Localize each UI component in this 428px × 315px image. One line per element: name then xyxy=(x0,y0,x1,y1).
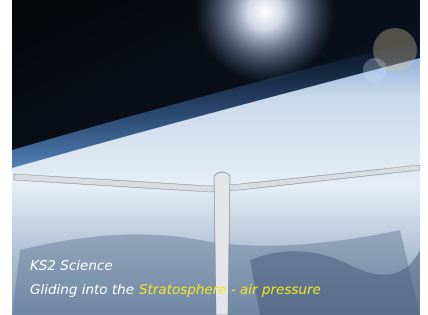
caption-line1: KS2 Science xyxy=(30,258,113,274)
lens-flare xyxy=(363,58,387,82)
photo: KS2 Science Gliding into the Stratosphere… xyxy=(0,0,428,315)
caption-line2: Gliding into the Stratosphere - air press… xyxy=(30,282,321,298)
caption-prefix: Gliding into the xyxy=(30,282,134,298)
caption-highlight: Stratosphere - air pressure xyxy=(139,282,321,298)
